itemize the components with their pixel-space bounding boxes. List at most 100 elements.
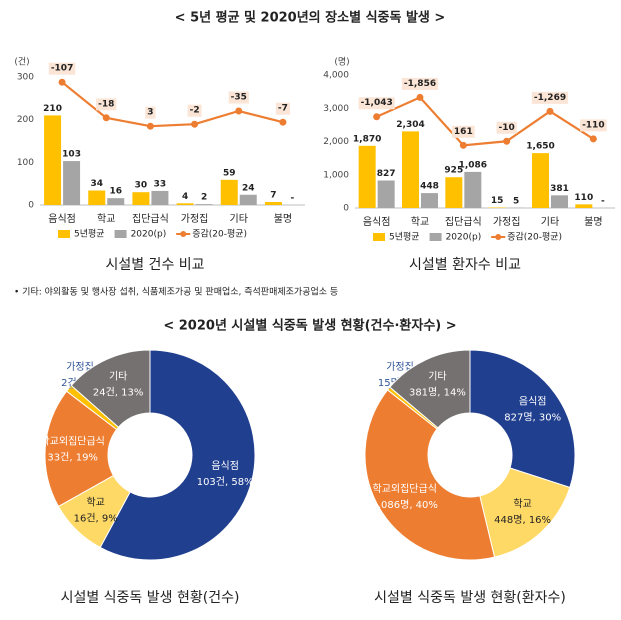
bar-value-label: 1,870	[353, 134, 381, 144]
donut-slice	[364, 389, 496, 561]
legend-label: 증감(20-평균)	[507, 231, 562, 243]
bar	[132, 192, 150, 205]
bar-value-label: -	[291, 194, 295, 204]
bar-value-label: 30	[135, 181, 148, 191]
y-axis-unit: (건)	[14, 57, 29, 68]
label-bg	[401, 77, 439, 90]
line-marker	[416, 93, 424, 101]
bar-value-label: 4	[182, 192, 188, 202]
line-value-label: -7	[278, 104, 288, 114]
label-bg	[358, 97, 395, 110]
bar	[44, 115, 62, 205]
x-tick-label: 음식점	[363, 216, 391, 228]
slice-value-label: 16건, 9%	[74, 512, 118, 524]
y-axis-unit: (명)	[334, 57, 349, 68]
label-bg	[228, 91, 249, 104]
bar-value-label: 59	[223, 168, 236, 178]
x-tick-label: 가정집	[181, 213, 209, 225]
bar	[176, 203, 194, 205]
page-title: < 5년 평균 및 2020년의 장소별 식중독 발생 >	[175, 10, 446, 26]
legend-swatch	[58, 230, 70, 238]
chart-caption: 시설별 건수 비교	[105, 257, 204, 273]
bar-value-label: 15	[491, 196, 504, 206]
chart-caption: 시설별 식중독 발생 현황(건수)	[61, 590, 240, 606]
x-tick-label: 불명	[584, 216, 602, 228]
x-tick-label: 음식점	[48, 213, 76, 225]
legend-marker	[495, 234, 502, 240]
y-tick-label: 2,000	[323, 137, 349, 147]
bar	[377, 180, 395, 208]
legend-swatch	[373, 233, 385, 241]
bar	[402, 131, 419, 208]
legend-label: 2020(p)	[446, 233, 482, 243]
line-value-label: -18	[98, 99, 114, 109]
slice-value-label: 381명, 14%	[409, 387, 466, 399]
slice-label: 학교	[86, 496, 104, 508]
bar-value-label: 2	[201, 193, 207, 203]
bar	[551, 195, 568, 208]
note: • 기타: 야외활동 및 행사장 섭취, 식품제조가공 및 판매업소, 즉석판매…	[14, 286, 338, 298]
bar-value-label: 827	[377, 169, 396, 179]
section-title: < 2020년 시설별 식중독 발생 현황(건수·환자수) >	[163, 318, 456, 334]
x-tick-label: 기타	[541, 216, 559, 228]
y-tick-label: 0	[28, 201, 34, 211]
line-marker	[235, 107, 243, 115]
y-tick-label: 0	[343, 204, 349, 214]
label-bg	[145, 106, 156, 119]
label-bg	[580, 119, 607, 132]
slice-label: 음식점	[211, 460, 239, 472]
slice-value-label: 448명, 16%	[494, 514, 551, 526]
bar-value-label: 24	[242, 183, 255, 193]
x-tick-label: 집단급식	[445, 216, 482, 228]
line-marker	[191, 120, 199, 128]
bar	[239, 194, 257, 205]
donut-slice	[479, 467, 571, 558]
bar	[88, 190, 106, 205]
label-bg	[187, 104, 202, 117]
line-value-label: -35	[231, 93, 247, 103]
line-value-label: -10	[499, 123, 515, 133]
legend-label: 5년평균	[389, 232, 420, 243]
label-bg	[451, 125, 475, 138]
donut-slice	[389, 349, 471, 429]
line-value-label: -1,856	[404, 79, 436, 89]
line-value-label: -1,269	[534, 93, 566, 103]
line-marker	[58, 78, 66, 86]
bar	[220, 179, 238, 205]
legend-label: 5년평균	[74, 229, 105, 240]
bar	[151, 190, 169, 205]
donut-slice	[99, 349, 256, 561]
bar	[264, 202, 282, 205]
slice-value-label: 103건, 58%	[197, 476, 254, 488]
bar-value-label: 34	[90, 179, 103, 189]
label-bg	[531, 91, 569, 104]
label-bg	[275, 102, 290, 115]
label-bg	[48, 62, 76, 75]
line-value-label: -107	[51, 64, 74, 74]
x-tick-label: 가정집	[493, 216, 521, 228]
slice-value-label: 1,086명, 40%	[372, 499, 438, 511]
label-bg	[96, 98, 117, 111]
bar	[575, 204, 593, 208]
bar	[107, 198, 125, 205]
line-marker	[373, 113, 381, 121]
label-bg	[496, 121, 517, 134]
y-tick-label: 3,000	[323, 104, 349, 114]
x-tick-label: 집단급식	[132, 213, 169, 225]
y-tick-label: 100	[17, 158, 34, 168]
line-value-label: -2	[190, 106, 200, 116]
line-value-label: 161	[454, 127, 473, 137]
bar-value-label: 210	[43, 104, 62, 114]
donut-slice	[70, 349, 151, 428]
bar-value-label: -	[601, 197, 605, 207]
line	[376, 96, 594, 147]
line-marker	[102, 114, 110, 122]
slice-label: 기타	[428, 371, 446, 383]
bar	[532, 153, 549, 208]
slice-label: 기타	[109, 370, 127, 382]
line-value-label: -1,043	[361, 98, 393, 108]
line	[61, 81, 284, 128]
line-marker	[546, 107, 554, 115]
y-tick-label: 300	[17, 73, 34, 83]
